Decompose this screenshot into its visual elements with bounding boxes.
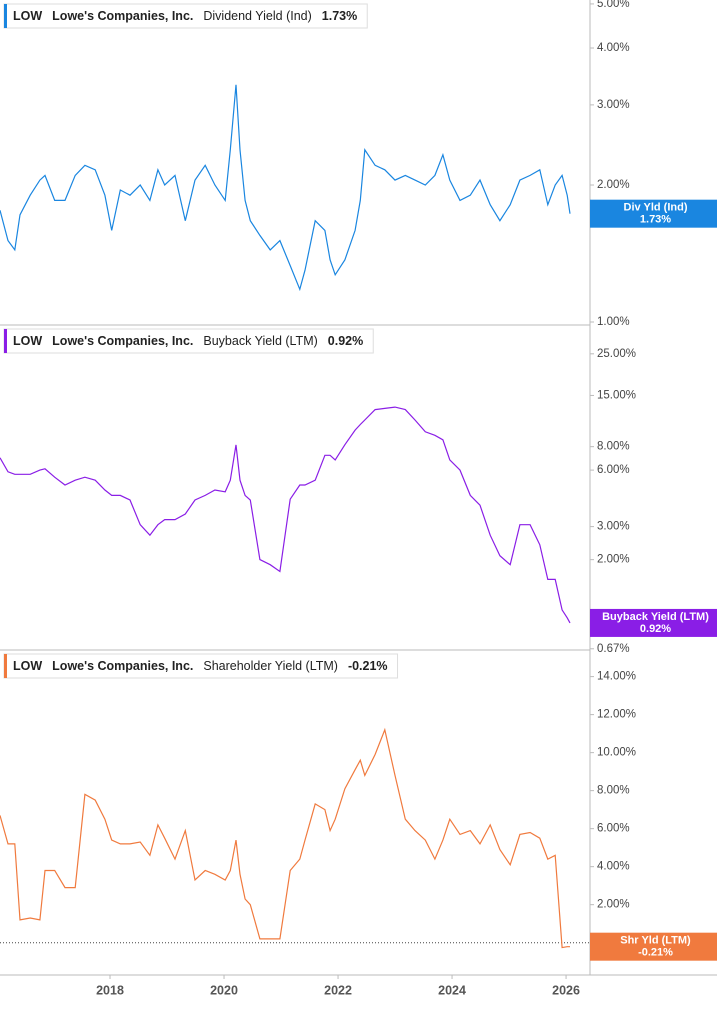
y-tick-label: 3.00% xyxy=(597,521,630,533)
header-box xyxy=(3,3,368,29)
header-ticker: LOW xyxy=(13,659,42,673)
y-tick-label: 3.00% xyxy=(597,99,630,111)
series-line xyxy=(0,84,571,292)
header: LOW Lowe's Companies, Inc. Dividend Yield … xyxy=(3,3,368,29)
header-ticker: LOW xyxy=(13,334,42,348)
y-tick-label: 6.00% xyxy=(597,464,630,476)
y-tick-label: 6.00% xyxy=(597,823,630,835)
y-tick-label: 5.00% xyxy=(597,0,630,10)
y-tick-label: 25.00% xyxy=(597,348,636,360)
header-metric: Buyback Yield (LTM) xyxy=(203,334,317,348)
y-tick-label: 12.00% xyxy=(597,709,636,721)
header-box xyxy=(3,653,399,679)
series-line xyxy=(0,727,570,949)
header-company: Lowe's Companies, Inc. xyxy=(52,9,193,23)
y-tick-label: 2.00% xyxy=(597,179,630,191)
series-line xyxy=(0,406,571,624)
value-tag-label: -0.21% xyxy=(638,947,673,959)
value-tag xyxy=(590,199,717,228)
x-tick-label: 2024 xyxy=(438,983,466,997)
header: LOW Lowe's Companies, Inc. Shareholder Yie… xyxy=(3,653,399,679)
header-accent xyxy=(4,654,7,678)
y-tick-label: 2.00% xyxy=(597,899,630,911)
value-tag-name: Div Yld (Ind) xyxy=(624,202,688,214)
y-tick-label: 8.00% xyxy=(597,785,630,797)
x-tick-label: 2018 xyxy=(96,983,124,997)
header-company: Lowe's Companies, Inc. xyxy=(52,659,193,673)
value-tag-name: Shr Yld (LTM) xyxy=(620,935,691,947)
y-tick-label: 15.00% xyxy=(597,389,636,401)
value-tag xyxy=(590,608,717,637)
y-tick-label: 14.00% xyxy=(597,671,636,683)
y-tick-label: 4.00% xyxy=(597,861,630,873)
value-tag-label: 1.73% xyxy=(640,214,671,226)
y-tick-label: 4.00% xyxy=(597,42,630,54)
x-tick-label: 2026 xyxy=(552,983,580,997)
header-metric: Dividend Yield (Ind) xyxy=(203,9,311,23)
value-tag-label: 0.92% xyxy=(640,623,671,635)
header-metric: Shareholder Yield (LTM) xyxy=(203,659,338,673)
header-accent xyxy=(4,329,7,353)
header-company: Lowe's Companies, Inc. xyxy=(52,334,193,348)
y-tick-label: 2.00% xyxy=(597,554,630,566)
y-tick-label: 1.00% xyxy=(597,316,630,328)
y-tick-label: 0.67% xyxy=(597,643,630,655)
value-tag-name: Buyback Yield (LTM) xyxy=(602,611,709,623)
x-tick-label: 2020 xyxy=(210,983,238,997)
header: LOW Lowe's Companies, Inc. Buyback Yield (… xyxy=(3,328,374,354)
y-tick-label: 8.00% xyxy=(597,441,630,453)
header-box xyxy=(3,328,374,354)
header-current: -0.21% xyxy=(348,659,388,673)
x-tick-label: 2022 xyxy=(324,983,352,997)
y-tick-label: 10.00% xyxy=(597,747,636,759)
value-tag xyxy=(590,932,717,961)
header-current: 0.92% xyxy=(328,334,363,348)
header-accent xyxy=(4,4,7,28)
header-current: 1.73% xyxy=(322,9,357,23)
header-ticker: LOW xyxy=(13,9,42,23)
